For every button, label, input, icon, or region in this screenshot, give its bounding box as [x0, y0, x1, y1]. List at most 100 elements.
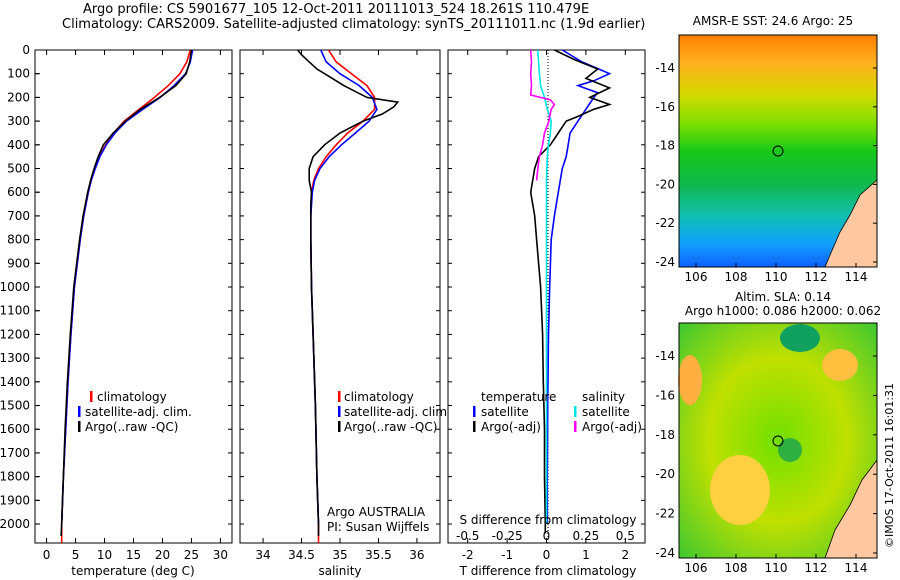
- depth-tick-label: 900: [7, 256, 30, 270]
- depth-tick-label: 1800: [0, 470, 30, 484]
- difference-tick-label: -2: [462, 548, 474, 562]
- legend-swatch-sal-argo: [574, 421, 577, 432]
- salinity-difference-tick-label: 0.5: [616, 529, 635, 543]
- lon-tick-label: 106: [685, 561, 708, 575]
- temperature-xlabel: temperature (deg C): [71, 564, 194, 578]
- salinity-tick-label: 35.5: [365, 548, 392, 562]
- legend-label-argo: Argo(..raw -QC): [85, 420, 178, 434]
- legend-label-sal-argo: Argo(-adj): [582, 420, 642, 434]
- sla-argo-position-marker: [772, 435, 784, 447]
- legend-label-temp-satellite: satellite: [481, 405, 529, 419]
- temperature-tick-label: 25: [184, 548, 199, 562]
- lat-tick-label: -20: [655, 467, 675, 481]
- depth-tick-label: 2000: [0, 517, 30, 531]
- difference-series: [529, 49, 613, 534]
- lon-tick-label: 110: [765, 561, 788, 575]
- difference-tick-label: 1: [582, 548, 590, 562]
- lat-tick-label: -24: [655, 255, 675, 269]
- depth-tick-label: 1700: [0, 446, 30, 460]
- temperature-series: [60, 49, 194, 543]
- depth-tick-label: 1200: [0, 327, 30, 341]
- lat-tick-label: -24: [655, 546, 675, 560]
- sst-map-axes: 106 108 110 112 114 -14 -16 -18 -20 -22 -24: [655, 61, 877, 284]
- difference-legend: temperature salinity satellite Argo(-adj…: [473, 390, 642, 434]
- sla-low-feature-central: [778, 438, 802, 462]
- difference-top-xlabel: S difference from climatology: [460, 513, 637, 527]
- lon-tick-label: 106: [685, 270, 708, 284]
- series-line-argo-raw-qc-: [60, 49, 193, 536]
- legend-title-temperature: temperature: [481, 390, 556, 404]
- credit-pi: PI: Susan Wijffels: [327, 520, 429, 534]
- difference-top-axis: -0.5 -0.25 0 0.25 0.5: [456, 529, 635, 543]
- salinity-difference-tick-label: -0.5: [456, 529, 479, 543]
- depth-tick-label: 700: [7, 209, 30, 223]
- sla-high-feature-south: [710, 455, 770, 525]
- depth-tick-label: 1400: [0, 375, 30, 389]
- legend-swatch-temp-satellite: [473, 406, 476, 417]
- sst-argo-position-marker: [772, 145, 784, 157]
- legend-swatch-argo: [78, 421, 81, 432]
- lon-tick-label: 114: [845, 561, 868, 575]
- legend-label-climatology: climatology: [344, 390, 414, 404]
- depth-tick-label: 100: [7, 67, 30, 81]
- series-line-salinity-satellite: [537, 49, 553, 524]
- salinity-plot-frame: [239, 49, 441, 544]
- depth-tick-label: 800: [7, 233, 30, 247]
- salinity-tick-label: 34.5: [288, 548, 315, 562]
- lon-tick-label: 112: [805, 270, 828, 284]
- legend-swatch-argo: [338, 421, 341, 432]
- lat-tick-label: -18: [655, 139, 675, 153]
- temperature-tick-label: 0: [43, 548, 51, 562]
- lat-tick-label: -20: [655, 177, 675, 191]
- depth-tick-label: 1000: [0, 280, 30, 294]
- depth-tick-label: 1100: [0, 304, 30, 318]
- depth-tick-label: 500: [7, 162, 30, 176]
- temperature-x-axis: 0 5 10 15 20 25 30: [35, 49, 232, 562]
- sst-map-title: AMSR-E SST: 24.6 Argo: 25: [693, 14, 853, 28]
- difference-x-axis: -2 -1 0 1 2: [448, 49, 645, 562]
- legend-swatch-satellite: [338, 406, 341, 417]
- salinity-difference-tick-label: 0: [543, 529, 551, 543]
- lat-tick-label: -18: [655, 428, 675, 442]
- series-line-salinity-argo-adj-: [529, 49, 556, 181]
- lat-tick-label: -16: [655, 388, 675, 402]
- imos-timestamp: ©IMOS 17-Oct-2011 16:01:31: [883, 383, 896, 548]
- difference-tick-label: -1: [501, 548, 513, 562]
- depth-tick-label: 600: [7, 185, 30, 199]
- profile-title: Argo profile: CS 5901677_105 12-Oct-2011…: [83, 2, 590, 17]
- credit-argo-australia: Argo AUSTRALIA: [327, 505, 426, 519]
- salinity-difference-tick-label: 0.25: [573, 529, 600, 543]
- series-line-argo-raw-qc-: [297, 49, 400, 536]
- difference-tick-label: 0: [543, 548, 551, 562]
- legend-label-argo: Argo(..raw -QC): [344, 420, 437, 434]
- depth-tick-label: 1900: [0, 493, 30, 507]
- lat-tick-label: -14: [655, 61, 675, 75]
- temperature-tick-label: 5: [72, 548, 80, 562]
- legend-label-climatology: climatology: [97, 390, 167, 404]
- salinity-tick-label: 35: [332, 548, 347, 562]
- sla-map-frame: [678, 322, 878, 559]
- sla-high-feature-west: [678, 355, 702, 405]
- salinity-legend: climatology satellite-adj. clim. Argo(..…: [338, 390, 451, 434]
- sst-map: [678, 34, 878, 268]
- depth-tick-label: 200: [7, 90, 30, 104]
- depth-tick-label: 300: [7, 114, 30, 128]
- temperature-legend: climatology satellite-adj. clim. Argo(..…: [78, 390, 192, 434]
- series-line-temperature-argo-adj-: [529, 49, 613, 534]
- salinity-difference-tick-label: -0.25: [492, 529, 523, 543]
- temperature-tick-label: 30: [213, 548, 228, 562]
- legend-label-temp-argo: Argo(-adj): [481, 420, 541, 434]
- legend-swatch-temp-argo: [473, 421, 476, 432]
- temperature-tick-label: 15: [126, 548, 141, 562]
- salinity-tick-label: 34: [255, 548, 270, 562]
- depth-tick-label: 400: [7, 138, 30, 152]
- difference-tick-label: 2: [621, 548, 629, 562]
- sla-high-feature-east: [822, 349, 858, 381]
- lat-tick-label: -14: [655, 349, 675, 363]
- lat-tick-label: -22: [655, 507, 675, 521]
- lon-tick-label: 108: [725, 561, 748, 575]
- depth-tick-label: 1500: [0, 399, 30, 413]
- legend-swatch-climatology: [90, 391, 93, 402]
- depth-tick-label: 1300: [0, 351, 30, 365]
